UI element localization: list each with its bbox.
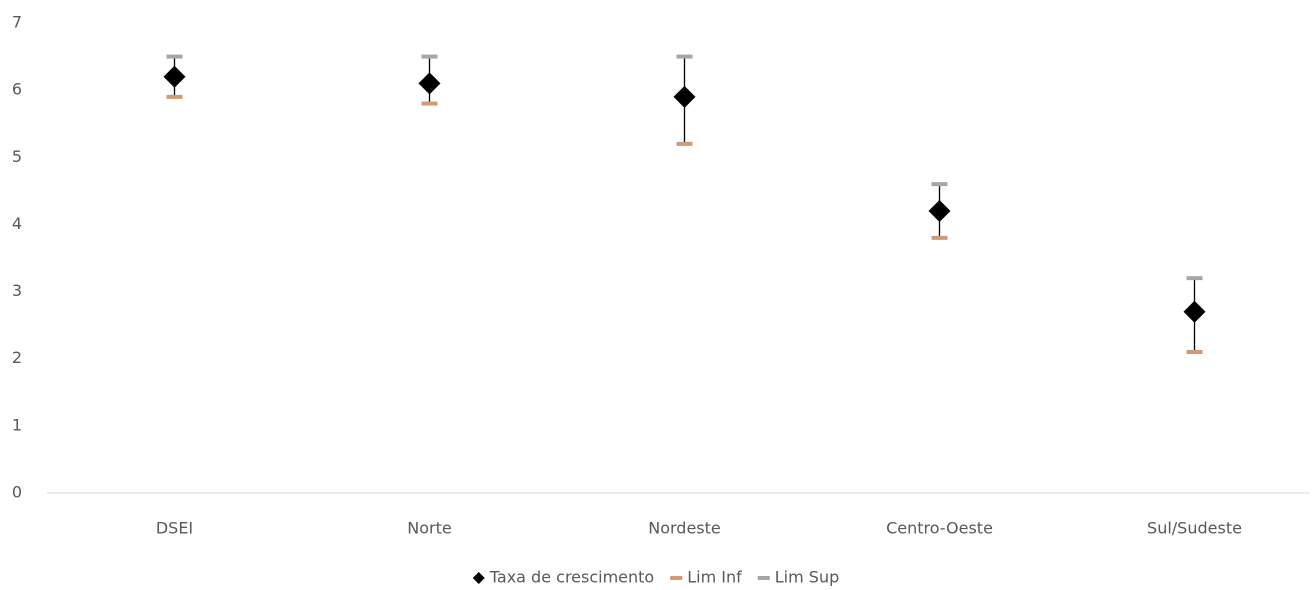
diamond-marker: [1183, 300, 1206, 323]
x-tick-label: DSEI: [156, 519, 193, 538]
y-tick-label: 0: [12, 483, 22, 502]
dash-marker: [931, 182, 948, 187]
legend-label: Lim Inf: [687, 568, 742, 587]
legend-item: Lim Sup: [757, 568, 839, 587]
diamond-marker: [418, 72, 441, 95]
legend: Taxa de crescimento Lim Inf Lim Sup: [472, 568, 839, 587]
dash-marker: [1186, 350, 1203, 354]
dash-marker: [931, 235, 948, 240]
x-tick-label: Centro-Oeste: [886, 519, 993, 538]
y-tick-label: 1: [12, 415, 22, 434]
dash-marker: [676, 141, 693, 146]
legend-label: Taxa de crescimento: [489, 568, 654, 587]
y-tick-label: 4: [12, 214, 22, 233]
dash-marker: [166, 54, 183, 59]
x-tick-label: Nordeste: [648, 519, 721, 538]
legend-swatch: [670, 576, 683, 580]
y-tick-label: 5: [12, 147, 22, 166]
legend-item: Taxa de crescimento: [472, 568, 654, 587]
dash-marker: [1186, 276, 1203, 281]
dash-marker: [421, 101, 438, 106]
diamond-marker: [673, 85, 696, 108]
dash-marker: [676, 54, 693, 59]
legend-swatch: [472, 572, 485, 584]
y-tick-label: 7: [12, 13, 22, 32]
x-tick-label: Norte: [407, 519, 451, 538]
dash-marker: [166, 94, 183, 99]
dash-marker: [421, 54, 438, 59]
diamond-marker: [163, 65, 186, 88]
x-tick-label: Sul/Sudeste: [1147, 519, 1242, 538]
diamond-marker: [928, 200, 951, 222]
y-tick-label: 2: [12, 348, 22, 367]
y-tick-label: 3: [12, 281, 22, 300]
legend-item: Lim Inf: [670, 568, 742, 587]
legend-swatch: [757, 576, 770, 580]
legend-label: Lim Sup: [775, 568, 839, 587]
y-tick-label: 6: [12, 80, 22, 99]
